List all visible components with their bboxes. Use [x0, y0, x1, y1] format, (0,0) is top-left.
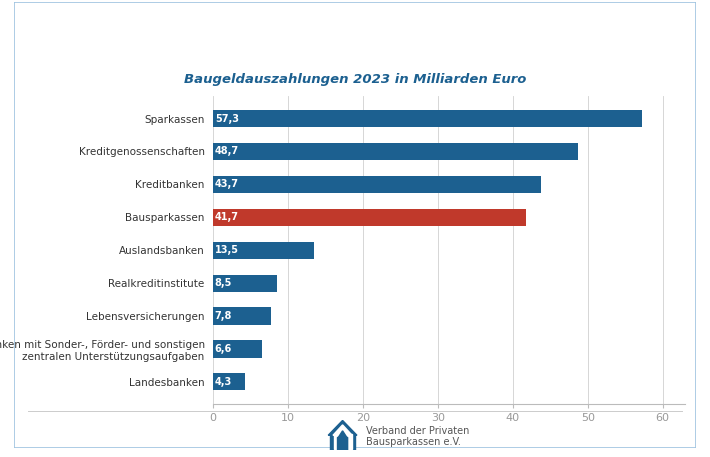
Text: 48,7: 48,7 — [215, 146, 239, 156]
Bar — [213, 340, 263, 357]
Text: Baugeldauszahlungen 2023 in Milliarden Euro: Baugeldauszahlungen 2023 in Milliarden E… — [184, 74, 526, 86]
Bar — [213, 242, 315, 259]
Text: Verband der Privaten
Bausparkassen e.V.: Verband der Privaten Bausparkassen e.V. — [366, 425, 469, 447]
Text: 8,5: 8,5 — [215, 278, 232, 288]
Polygon shape — [338, 431, 347, 438]
Text: 4,3: 4,3 — [215, 377, 232, 387]
Bar — [213, 176, 540, 193]
Bar — [213, 110, 643, 127]
Text: 7,8: 7,8 — [215, 311, 232, 321]
Bar — [213, 308, 271, 324]
Text: 13,5: 13,5 — [215, 245, 239, 255]
Bar — [213, 275, 277, 292]
Text: 43,7: 43,7 — [215, 180, 239, 189]
Bar — [213, 373, 245, 390]
Text: 6,6: 6,6 — [215, 344, 232, 354]
Polygon shape — [333, 425, 352, 435]
Bar — [213, 143, 578, 160]
Bar — [329, 435, 356, 450]
Bar — [213, 209, 525, 226]
FancyBboxPatch shape — [337, 437, 349, 451]
Text: 57,3: 57,3 — [215, 113, 239, 123]
Polygon shape — [328, 420, 357, 435]
Bar — [334, 435, 351, 449]
Text: Wohnungsbaufinanzierung: Wohnungsbaufinanzierung — [155, 25, 555, 51]
Text: 41,7: 41,7 — [215, 213, 239, 222]
